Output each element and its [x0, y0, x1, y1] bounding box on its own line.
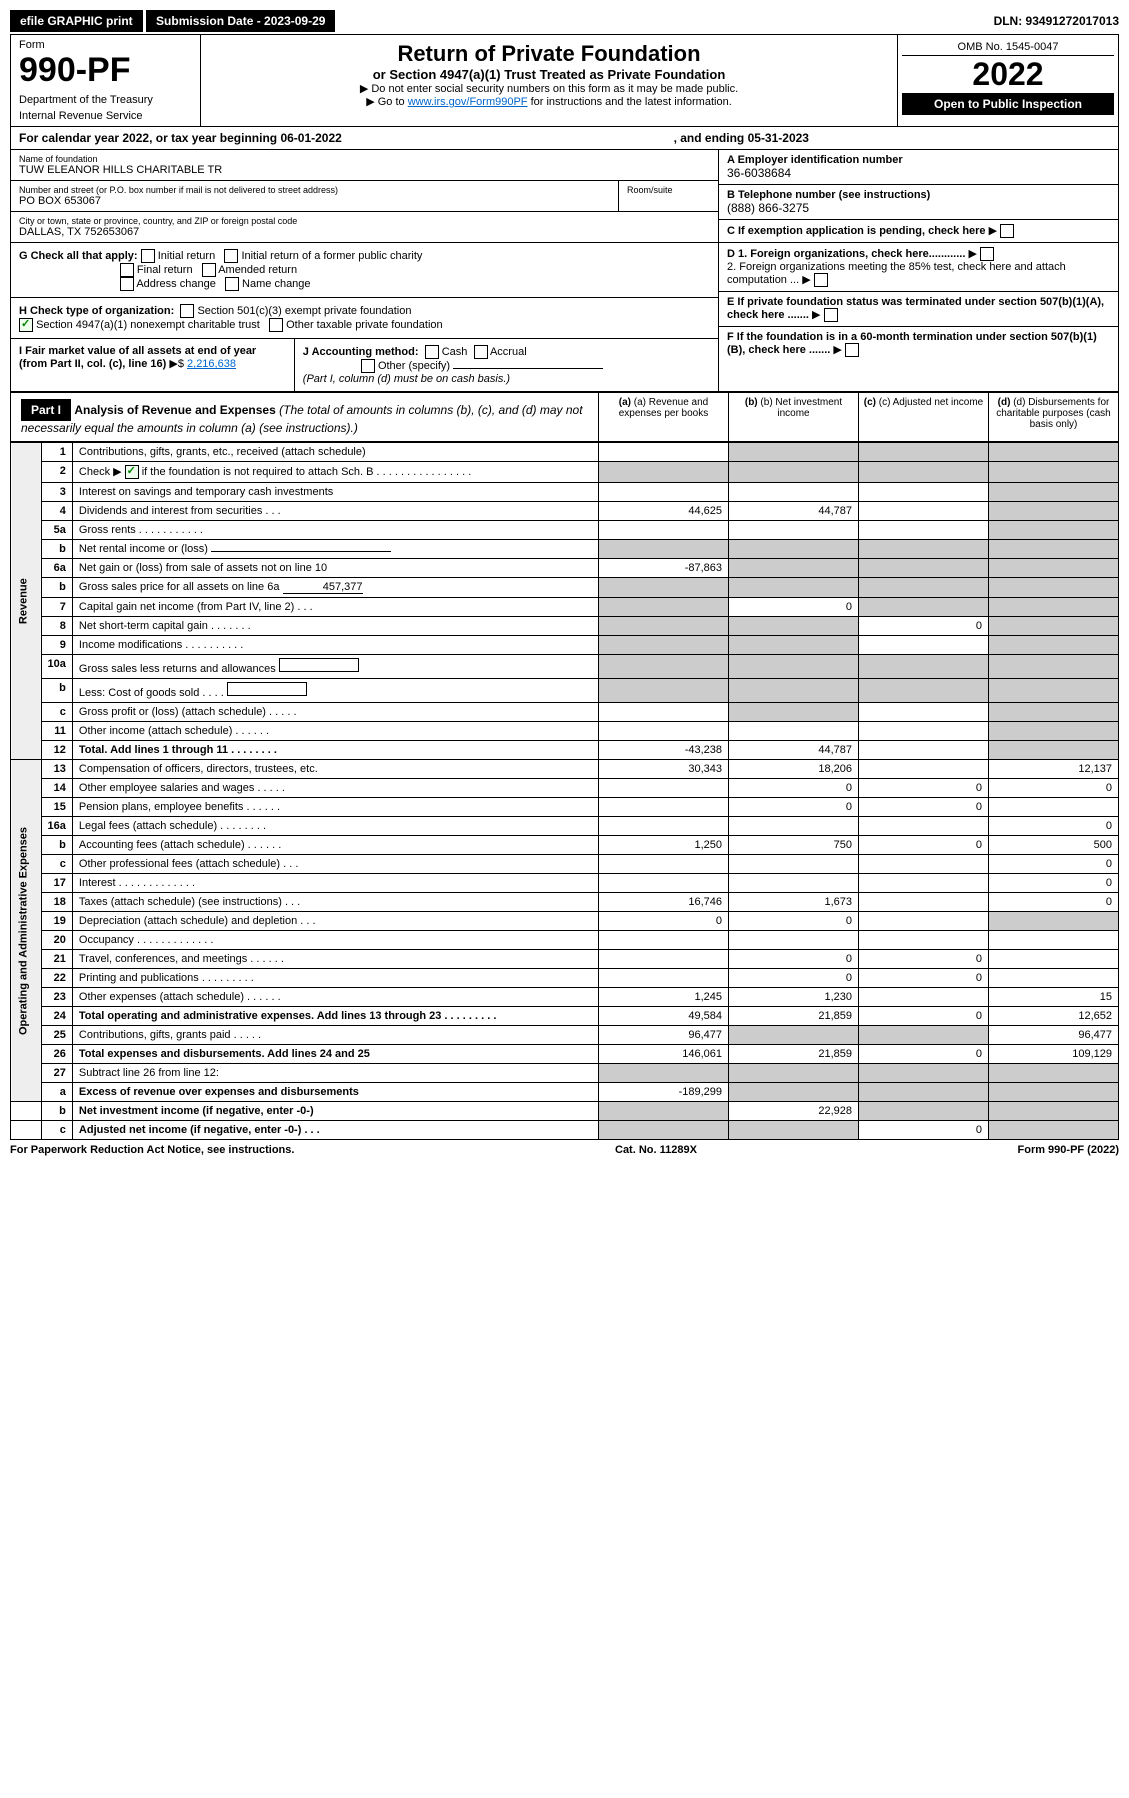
- col-b-header: (b) (b) Net investment income: [728, 393, 858, 441]
- name-label: Name of foundation: [19, 154, 710, 164]
- amended-return-checkbox[interactable]: [202, 263, 216, 277]
- name-change-checkbox[interactable]: [225, 277, 239, 291]
- paperwork-notice: For Paperwork Reduction Act Notice, see …: [10, 1144, 294, 1156]
- initial-return-checkbox[interactable]: [141, 249, 155, 263]
- j-accrual-checkbox[interactable]: [474, 345, 488, 359]
- cat-number: Cat. No. 11289X: [615, 1144, 697, 1156]
- room-label: Room/suite: [627, 185, 710, 195]
- form-number: 990-PF: [19, 51, 192, 90]
- city-label: City or town, state or province, country…: [19, 216, 710, 226]
- foundation-info: Name of foundation TUW ELEANOR HILLS CHA…: [10, 150, 1119, 392]
- final-return-checkbox[interactable]: [120, 263, 134, 277]
- h-other-checkbox[interactable]: [269, 318, 283, 332]
- h-4947-checkbox[interactable]: [19, 318, 33, 332]
- f-label: F If the foundation is in a 60-month ter…: [727, 331, 1097, 356]
- form-subtitle: or Section 4947(a)(1) Trust Treated as P…: [221, 67, 877, 82]
- d1-label: D 1. Foreign organizations, check here..…: [727, 248, 965, 260]
- j-cash-checkbox[interactable]: [425, 345, 439, 359]
- part1-table: Revenue 1Contributions, gifts, grants, e…: [10, 442, 1119, 1140]
- phone-value: (888) 866-3275: [727, 201, 809, 215]
- calendar-year-row: For calendar year 2022, or tax year begi…: [10, 127, 1119, 150]
- address-change-checkbox[interactable]: [120, 277, 134, 291]
- addr-label: Number and street (or P.O. box number if…: [19, 185, 610, 195]
- j-other-checkbox[interactable]: [361, 359, 375, 373]
- phone-label: B Telephone number (see instructions): [727, 189, 930, 201]
- footer: For Paperwork Reduction Act Notice, see …: [10, 1140, 1119, 1160]
- irs-link[interactable]: www.irs.gov/Form990PF: [408, 96, 528, 108]
- c-label: C If exemption application is pending, c…: [727, 225, 986, 237]
- top-bar: efile GRAPHIC print Submission Date - 20…: [10, 10, 1119, 32]
- instruction-2: ▶ Go to www.irs.gov/Form990PF for instru…: [221, 95, 877, 108]
- ein-label: A Employer identification number: [727, 154, 903, 166]
- omb-number: OMB No. 1545-0047: [902, 39, 1114, 56]
- initial-former-checkbox[interactable]: [224, 249, 238, 263]
- col-c-header: (c) (c) Adjusted net income: [858, 393, 988, 441]
- col-a-header: (a) (a) Revenue and expenses per books: [598, 393, 728, 441]
- irs-label: Internal Revenue Service: [19, 110, 192, 122]
- foundation-city: DALLAS, TX 752653067: [19, 226, 710, 238]
- instruction-1: ▶ Do not enter social security numbers o…: [221, 82, 877, 95]
- dln-label: DLN: 93491272017013: [994, 14, 1119, 28]
- form-header: Form 990-PF Department of the Treasury I…: [10, 34, 1119, 127]
- c-checkbox[interactable]: [1000, 224, 1014, 238]
- d1-checkbox[interactable]: [980, 247, 994, 261]
- form-label: Form: [19, 39, 192, 51]
- tax-year: 2022: [902, 56, 1114, 93]
- foundation-addr: PO BOX 653067: [19, 195, 610, 207]
- f-checkbox[interactable]: [845, 343, 859, 357]
- schb-checkbox[interactable]: [125, 465, 139, 479]
- dept-label: Department of the Treasury: [19, 94, 192, 106]
- form-title: Return of Private Foundation: [221, 41, 877, 67]
- form-ref: Form 990-PF (2022): [1018, 1144, 1119, 1156]
- efile-print-button[interactable]: efile GRAPHIC print: [10, 10, 143, 32]
- expenses-side-label: Operating and Administrative Expenses: [11, 760, 42, 1102]
- part1-label: Part I: [21, 399, 71, 421]
- col-d-header: (d) (d) Disbursements for charitable pur…: [988, 393, 1118, 441]
- h-501c3-checkbox[interactable]: [180, 304, 194, 318]
- d2-checkbox[interactable]: [814, 273, 828, 287]
- open-public-label: Open to Public Inspection: [902, 93, 1114, 115]
- e-checkbox[interactable]: [824, 308, 838, 322]
- d2-label: 2. Foreign organizations meeting the 85%…: [727, 261, 1066, 286]
- e-label: E If private foundation status was termi…: [727, 296, 1104, 321]
- revenue-side-label: Revenue: [11, 443, 42, 760]
- ein-value: 36-6038684: [727, 166, 791, 180]
- fmv-value: 2,216,638: [187, 358, 236, 370]
- foundation-name: TUW ELEANOR HILLS CHARITABLE TR: [19, 164, 710, 176]
- part1-header: Part I Analysis of Revenue and Expenses …: [10, 392, 1119, 442]
- submission-date-button[interactable]: Submission Date - 2023-09-29: [146, 10, 335, 32]
